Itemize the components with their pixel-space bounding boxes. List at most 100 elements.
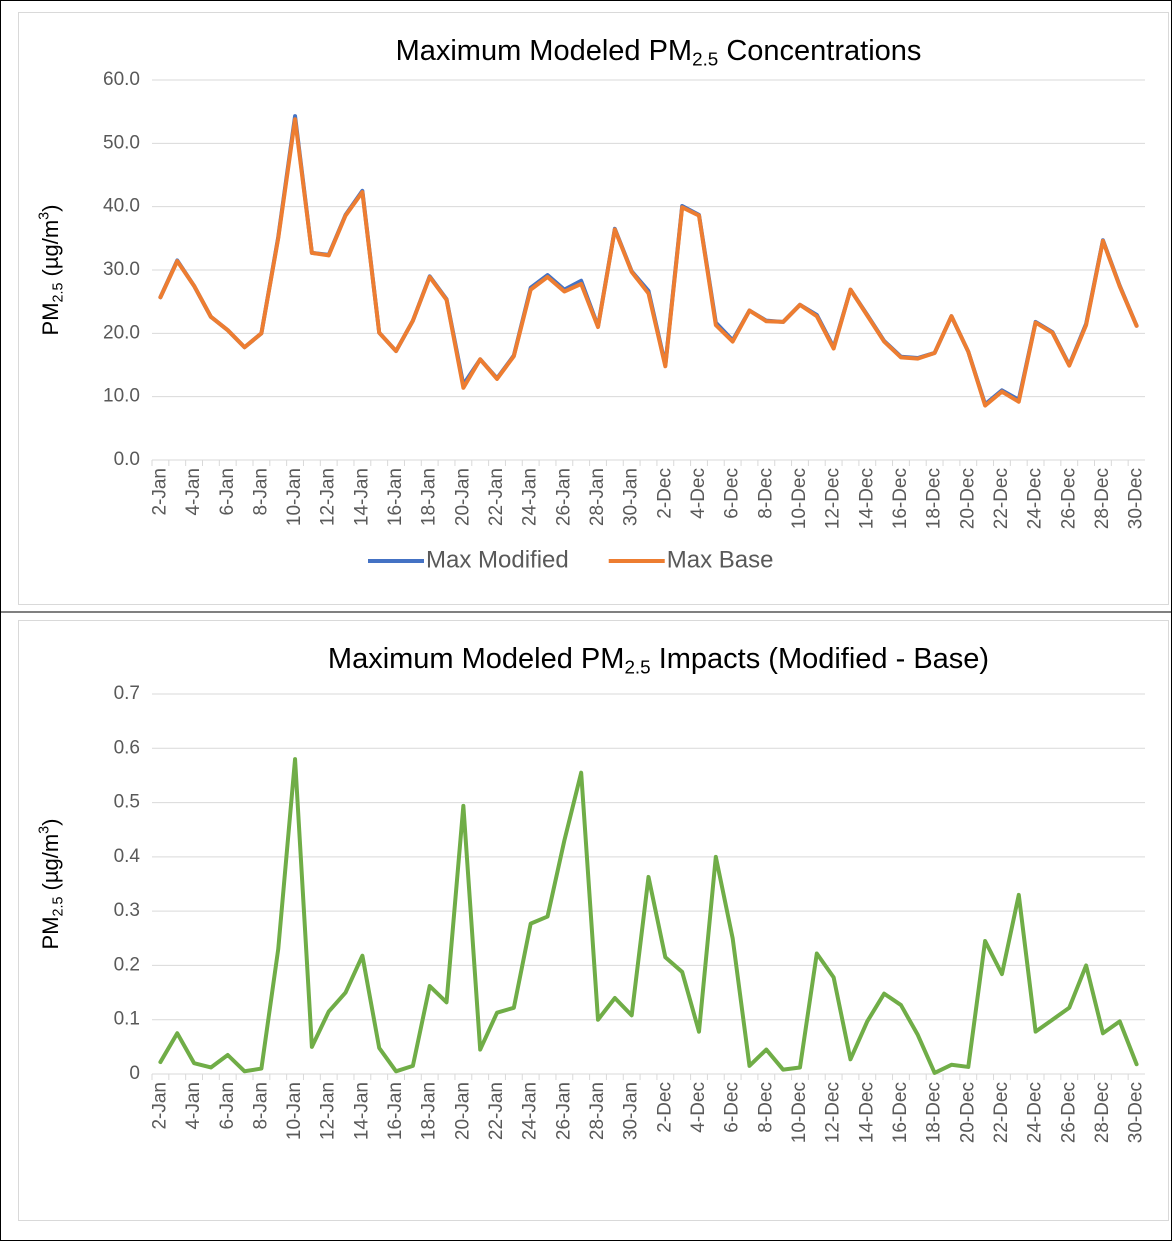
x-tick-label: 4-Dec xyxy=(688,468,709,519)
chart-border xyxy=(18,12,1169,605)
x-tick-label: 30-Dec xyxy=(1126,468,1147,529)
x-tick-label: 12-Jan xyxy=(318,1082,339,1140)
legend-label: Max Base xyxy=(667,546,774,573)
y-axis-label-part: 2.5 xyxy=(50,283,66,303)
chart-title-part: 2.5 xyxy=(692,49,718,70)
x-tick-label: 4-Jan xyxy=(183,1082,204,1130)
x-tick-label: 2-Jan xyxy=(149,1082,170,1130)
y-tick-label: 0.2 xyxy=(114,954,140,975)
x-tick-label: 2-Jan xyxy=(149,468,170,516)
x-tick-label: 2-Dec xyxy=(654,1082,675,1133)
legend-label: Max Modified xyxy=(426,546,569,573)
x-tick-label: 6-Jan xyxy=(217,1082,238,1130)
y-tick-label: 0.5 xyxy=(114,792,140,813)
x-tick-label: 8-Dec xyxy=(755,1082,776,1133)
x-tick-label: 12-Dec xyxy=(823,468,844,529)
x-tick-label: 20-Dec xyxy=(957,1082,978,1143)
x-tick-label: 18-Jan xyxy=(419,468,440,526)
y-tick-label: 0.3 xyxy=(114,900,140,921)
y-tick-label: 0.0 xyxy=(114,449,140,470)
chart-title: Maximum Modeled PM2.5 Concentrations xyxy=(396,35,922,70)
chart-title-part: Impacts (Modified - Base) xyxy=(651,643,989,675)
x-tick-label: 24-Dec xyxy=(1025,468,1046,529)
y-tick-label: 20.0 xyxy=(103,322,140,343)
x-tick-label: 16-Jan xyxy=(385,468,406,526)
y-axis-label: PM2.5 (µg/m3) xyxy=(36,205,66,336)
x-tick-label: 30-Jan xyxy=(621,468,642,526)
y-tick-label: 0 xyxy=(129,1063,140,1084)
y-tick-label: 0.7 xyxy=(114,683,140,704)
x-tick-label: 12-Jan xyxy=(318,468,339,526)
x-tick-label: 12-Dec xyxy=(823,1082,844,1143)
x-tick-label: 20-Jan xyxy=(452,468,473,526)
series-line xyxy=(158,757,1139,1075)
y-tick-label: 60.0 xyxy=(103,69,140,90)
x-tick-label: 10-Dec xyxy=(789,468,810,529)
y-tick-label: 30.0 xyxy=(103,259,140,280)
x-tick-label: 28-Dec xyxy=(1092,468,1113,529)
x-tick-label: 22-Jan xyxy=(486,468,507,526)
chart-title-part: Maximum Modeled PM xyxy=(328,643,625,675)
x-tick-label: 20-Dec xyxy=(957,468,978,529)
y-tick-label: 10.0 xyxy=(103,386,140,407)
x-tick-label: 10-Dec xyxy=(789,1082,810,1143)
x-tick-label: 4-Jan xyxy=(183,468,204,516)
x-tick-label: 20-Jan xyxy=(452,1082,473,1140)
y-tick-label: 0.4 xyxy=(114,846,141,867)
chart-title-part: 2.5 xyxy=(624,657,650,678)
y-axis-label-part: PM xyxy=(38,302,63,335)
y-axis-label-part: (µg/m xyxy=(38,220,63,283)
x-tick-label: 14-Jan xyxy=(351,1082,372,1140)
x-tick-label: 22-Dec xyxy=(991,1082,1012,1143)
x-tick-label: 18-Jan xyxy=(419,1082,440,1140)
x-tick-label: 16-Dec xyxy=(890,468,911,529)
x-tick-label: 28-Jan xyxy=(587,1082,608,1140)
x-tick-label: 18-Dec xyxy=(924,468,945,529)
x-tick-label: 2-Dec xyxy=(654,468,675,519)
x-tick-label: 6-Dec xyxy=(722,1082,743,1133)
x-tick-label: 10-Jan xyxy=(284,1082,305,1140)
chart-border xyxy=(18,620,1169,1221)
x-tick-label: 14-Dec xyxy=(856,468,877,529)
x-tick-label: 26-Jan xyxy=(553,468,574,526)
x-tick-label: 26-Jan xyxy=(553,1082,574,1140)
y-tick-label: 0.1 xyxy=(114,1009,140,1030)
y-axis-label-part: 3 xyxy=(36,826,52,834)
series-line xyxy=(158,114,1139,407)
x-tick-label: 26-Dec xyxy=(1058,1082,1079,1143)
x-tick-label: 24-Jan xyxy=(520,468,541,526)
x-tick-label: 6-Dec xyxy=(722,468,743,519)
y-axis-label-part: (µg/m xyxy=(38,834,63,897)
chart-title-part: Concentrations xyxy=(718,35,921,67)
x-tick-label: 30-Dec xyxy=(1126,1082,1147,1143)
x-tick-label: 16-Jan xyxy=(385,1082,406,1140)
x-tick-label: 28-Jan xyxy=(587,468,608,526)
x-tick-label: 14-Jan xyxy=(351,468,372,526)
x-tick-label: 24-Dec xyxy=(1025,1082,1046,1143)
y-axis-label-part: PM xyxy=(38,916,63,949)
x-tick-label: 8-Jan xyxy=(250,1082,271,1130)
y-axis-label-part: 2.5 xyxy=(50,897,66,917)
x-tick-label: 30-Jan xyxy=(621,1082,642,1140)
x-tick-label: 22-Jan xyxy=(486,1082,507,1140)
y-axis-label-part: ) xyxy=(38,819,63,826)
y-tick-label: 40.0 xyxy=(103,196,140,217)
y-tick-label: 0.6 xyxy=(114,737,140,758)
x-tick-label: 26-Dec xyxy=(1058,468,1079,529)
x-tick-label: 28-Dec xyxy=(1092,1082,1113,1143)
x-tick-label: 24-Jan xyxy=(520,1082,541,1140)
series-line xyxy=(158,117,1139,408)
y-axis-label-part: 3 xyxy=(36,212,52,220)
x-tick-label: 22-Dec xyxy=(991,468,1012,529)
x-tick-label: 4-Dec xyxy=(688,1082,709,1133)
x-tick-label: 6-Jan xyxy=(217,468,238,516)
y-tick-label: 50.0 xyxy=(103,132,140,153)
x-tick-label: 14-Dec xyxy=(856,1082,877,1143)
x-tick-label: 18-Dec xyxy=(924,1082,945,1143)
chart-title: Maximum Modeled PM2.5 Impacts (Modified … xyxy=(328,643,989,678)
x-tick-label: 8-Jan xyxy=(250,468,271,516)
x-tick-label: 16-Dec xyxy=(890,1082,911,1143)
y-axis-label: PM2.5 (µg/m3) xyxy=(36,819,66,950)
y-axis-label-part: ) xyxy=(38,205,63,212)
